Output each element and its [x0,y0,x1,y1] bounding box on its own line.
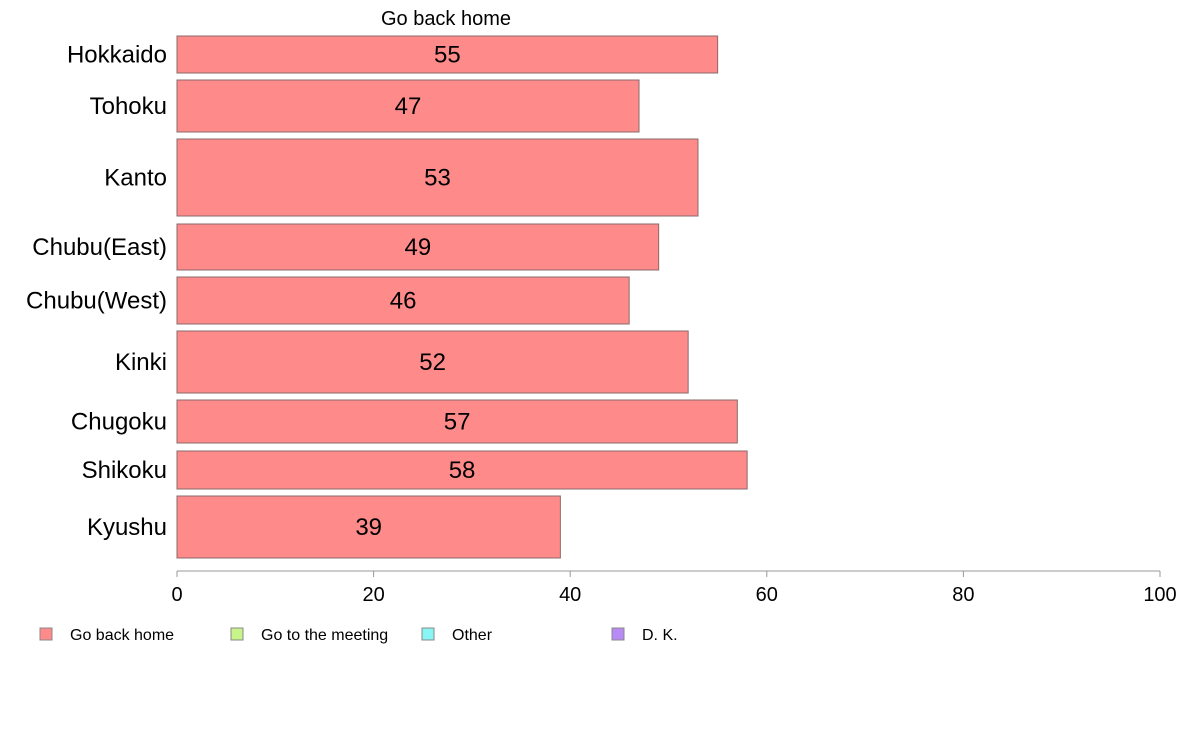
x-tick-label: 0 [171,584,182,606]
data-label: 47 [395,93,422,120]
legend-label: D. K. [642,627,678,644]
legend: Go back home Go to the meeting Other D. K. [39,627,678,644]
data-label: 49 [404,234,431,261]
x-tick-label: 100 [1143,584,1176,606]
category-label: Kyushu [87,514,167,541]
category-label: Kinki [115,349,167,376]
data-label: 53 [424,165,451,192]
bar [176,79,640,133]
category-label: Shikoku [82,457,167,484]
bar [176,223,660,271]
bar [176,35,719,74]
legend-swatch [421,627,435,641]
data-label: 46 [390,288,417,315]
bar [176,276,630,325]
legend-swatch [39,627,53,641]
x-tick-label: 40 [559,584,581,606]
bar [176,450,748,490]
x-axis: 0 20 40 60 80 100 [171,570,1177,606]
category-label: Chugoku [71,409,167,436]
bar [176,495,561,559]
data-label: 52 [419,349,446,376]
legend-swatch [611,627,625,641]
legend-label: Go to the meeting [261,627,388,644]
bar [176,330,689,394]
data-label: 57 [444,409,471,436]
category-label: Tohoku [90,93,167,120]
data-label: 55 [434,42,461,69]
x-tick-label: 20 [362,584,384,606]
legend-swatch [230,627,244,641]
data-label: 58 [449,457,476,484]
category-label: Chubu(West) [26,288,167,315]
category-label: Kanto [104,165,167,192]
legend-label: Go back home [70,627,174,644]
bar [176,399,738,444]
data-label: 39 [355,514,382,541]
bar [176,138,699,217]
x-tick-label: 60 [756,584,778,606]
legend-label: Other [452,627,493,644]
category-label: Chubu(East) [32,234,167,261]
bars-layer: Hokkaido 55 Tohoku 47 Kanto 53 Chubu(East) 49 Ch… [26,35,748,559]
category-label: Hokkaido [67,42,167,69]
x-tick-label: 80 [952,584,974,606]
chart-title: Go back home [381,8,511,30]
